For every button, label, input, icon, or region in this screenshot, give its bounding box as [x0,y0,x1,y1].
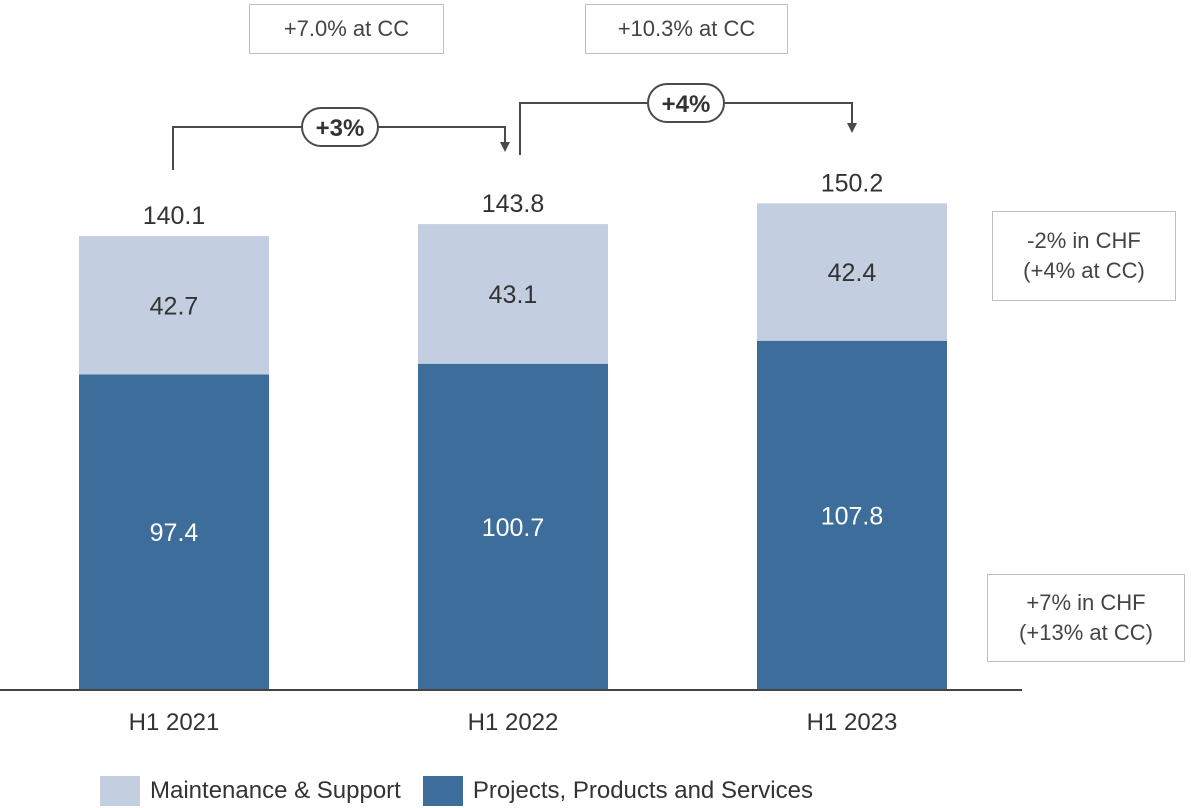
legend-swatch-maintenance [100,776,140,806]
total-label-1: 140.1 [143,202,206,230]
legend: Maintenance & Support Projects, Products… [100,776,835,806]
maintenance-note-line-2: (+4% at CC) [1023,258,1145,283]
cc-note-1: +7.0% at CC [283,16,410,41]
projects-note-line-2: (+13% at CC) [1019,620,1153,645]
bar-maintenance-1 [79,236,269,375]
value-label-maintenance-3: 42.4 [828,259,877,287]
value-label-projects-1: 97.4 [150,519,199,547]
x-tick-label-2: H1 2022 [468,709,559,736]
value-label-projects-2: 100.7 [482,514,545,542]
x-tick-label-1: H1 2021 [129,709,220,736]
x-tick-label-3: H1 2023 [807,709,898,736]
maintenance-note-box: -2% in CHF (+4% at CC) [992,211,1176,301]
legend-swatch-projects [422,776,463,806]
cc-note-box-2: +10.3% at CC [585,4,788,54]
total-label-3: 150.2 [821,169,884,197]
bar-maintenance-2 [418,224,608,364]
maintenance-note-line-1: -2% in CHF [1027,228,1141,253]
growth-label-2: +4% [662,91,711,118]
cc-note-2: +10.3% at CC [617,16,756,41]
bar-maintenance-3 [757,203,947,341]
legend-label-projects: Projects, Products and Services [472,777,813,804]
bar-projects-1 [79,374,269,690]
total-label-2: 143.8 [482,190,545,218]
growth-badge-2 [647,83,725,123]
value-label-maintenance-2: 43.1 [489,281,538,309]
value-label-maintenance-1: 42.7 [150,292,199,320]
cc-note-box-1: +7.0% at CC [249,4,444,54]
projects-note-line-1: +7% in CHF [1026,590,1146,615]
bar-projects-2 [418,363,608,690]
bar-projects-3 [757,340,947,690]
value-label-projects-3: 107.8 [821,502,884,530]
legend-label-maintenance: Maintenance & Support [150,777,401,804]
projects-note-box: +7% in CHF (+13% at CC) [987,574,1185,662]
growth-badge-1 [301,107,379,147]
growth-label-1: +3% [316,115,365,142]
